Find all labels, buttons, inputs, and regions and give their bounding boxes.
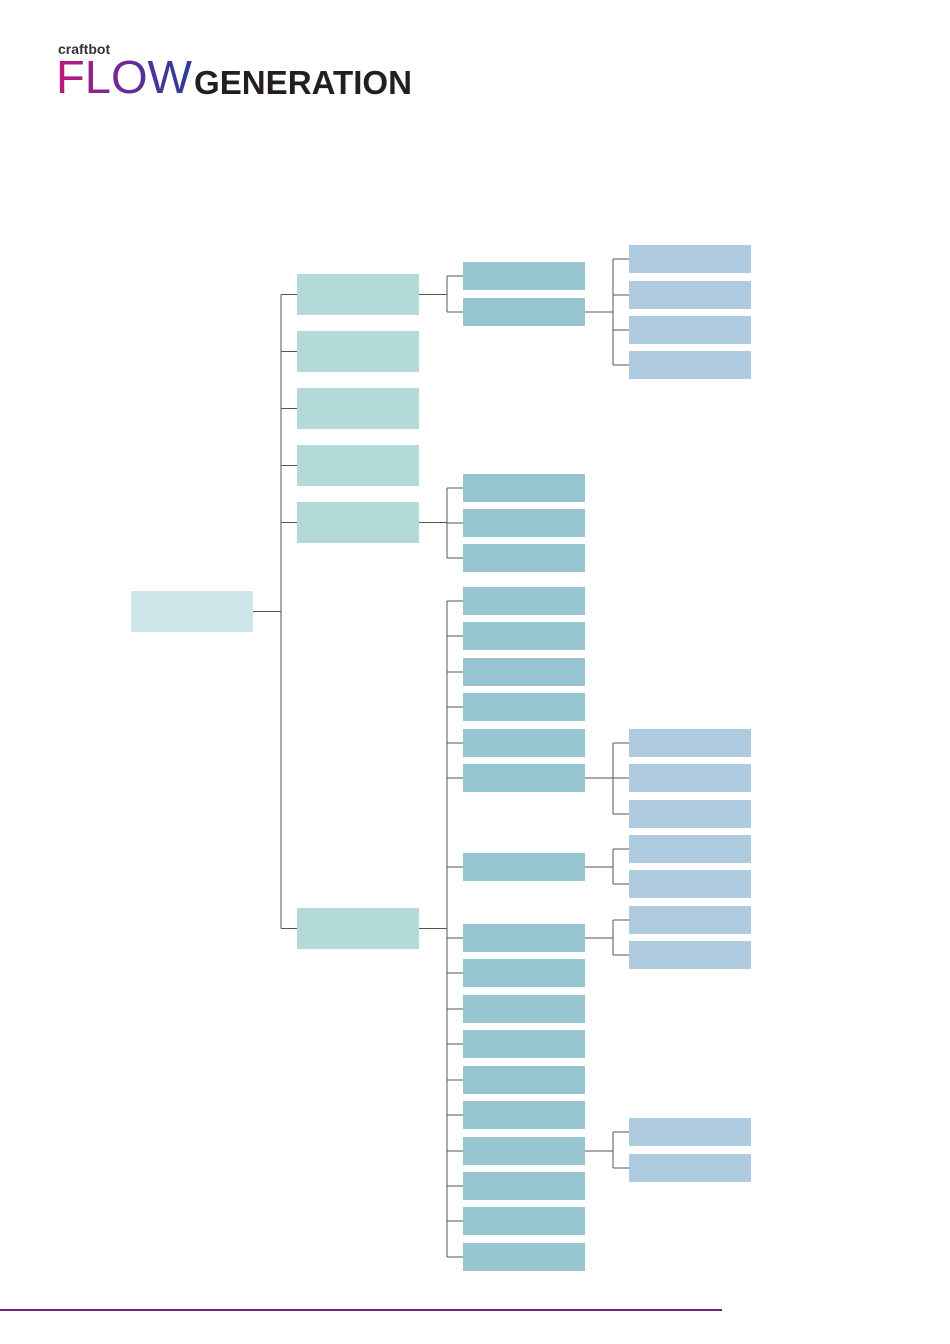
level3-box — [629, 941, 751, 969]
level2-box — [463, 544, 585, 572]
level2-box — [463, 995, 585, 1023]
level3-box — [629, 1154, 751, 1182]
tree — [131, 245, 751, 1271]
level2-box — [463, 1243, 585, 1271]
level3-box — [629, 281, 751, 309]
level1-box — [297, 502, 419, 543]
level3-box — [629, 800, 751, 828]
level1-box — [297, 388, 419, 429]
level2-box — [463, 298, 585, 326]
level3-box — [629, 729, 751, 757]
level2-box — [463, 764, 585, 792]
level2-box — [463, 693, 585, 721]
level1-box — [297, 274, 419, 315]
level2-box — [463, 1066, 585, 1094]
level1-box — [297, 908, 419, 949]
level2-box — [463, 729, 585, 757]
level2-box — [463, 1030, 585, 1058]
level3-box — [629, 1118, 751, 1146]
level2-box — [463, 924, 585, 952]
brand: craftbot — [58, 41, 110, 57]
level2-box — [463, 1137, 585, 1165]
level2-box — [463, 658, 585, 686]
level1-box — [297, 331, 419, 372]
level2-box — [463, 1101, 585, 1129]
level2-box — [463, 622, 585, 650]
level3-box — [629, 351, 751, 379]
logo-generation: GENERATION — [194, 64, 412, 101]
level3-box — [629, 316, 751, 344]
level3-box — [629, 245, 751, 273]
level2-box — [463, 474, 585, 502]
level2-box — [463, 959, 585, 987]
level3-box — [629, 835, 751, 863]
root-box — [131, 591, 253, 632]
level3-box — [629, 906, 751, 934]
level2-box — [463, 509, 585, 537]
level1-box — [297, 445, 419, 486]
level2-box — [463, 1207, 585, 1235]
level3-box — [629, 764, 751, 792]
level2-box — [463, 262, 585, 290]
level3-box — [629, 870, 751, 898]
level2-box — [463, 587, 585, 615]
level2-box — [463, 1172, 585, 1200]
level2-box — [463, 853, 585, 881]
logo-flow: FLOW — [56, 51, 193, 103]
